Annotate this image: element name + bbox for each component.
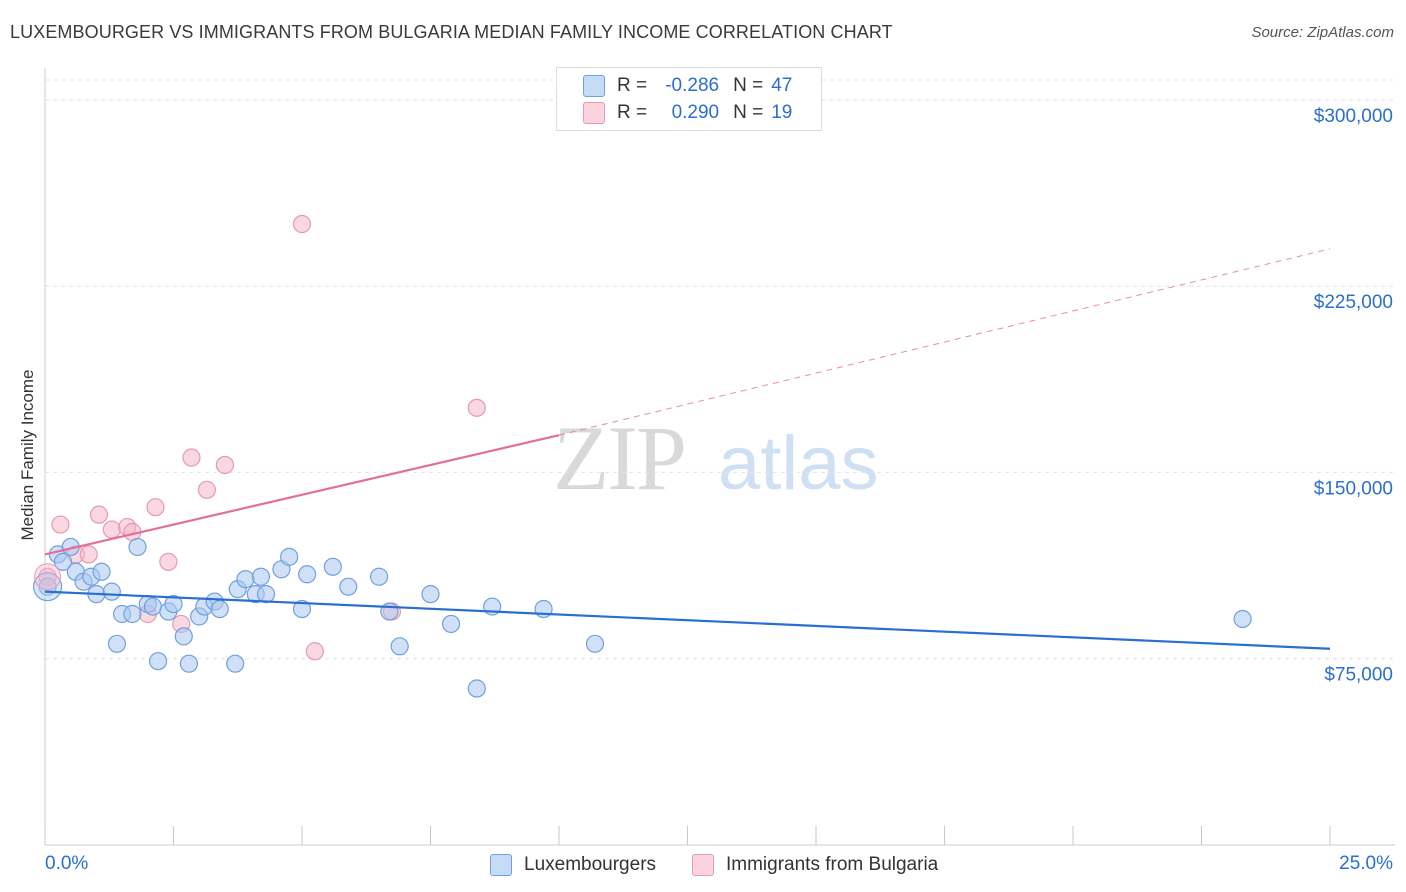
source-label: Source: ZipAtlas.com [1251,24,1394,41]
luxembourger-point [280,547,299,566]
bulgaria-point-large [34,563,62,591]
bulgaria-point [215,455,234,475]
watermark-atlas: atlas [718,421,879,506]
bulgaria-point [159,552,178,571]
y-tick-label: $75,000 [1324,665,1393,686]
luxembourger-point [107,634,127,653]
chart-title: LUXEMBOURGER VS IMMIGRANTS FROM BULGARIA… [10,22,893,42]
legend-r-label: R = [617,102,648,123]
legend-r-value: 0.290 [671,102,720,123]
x-tick-label: 0.0% [45,853,88,874]
luxembourger-point [339,577,358,596]
luxembourger-point [467,679,486,698]
bottom-legend-bulgaria: Immigrants from Bulgaria [692,852,938,878]
luxembourger-point [210,599,229,619]
legend-n-label: N = [733,75,764,96]
legend-n-value: 19 [771,102,793,123]
legend-row-bulgaria: R = 0.290 N = 19 [583,101,792,125]
luxembourger-point [292,599,312,619]
luxembourger-point [174,627,193,646]
luxembourger-point [143,597,163,616]
luxembourger-point-large [32,572,63,602]
legend-swatch-blue [583,75,605,97]
luxembourger-point [1233,609,1252,629]
luxembourger-point [123,604,142,624]
bulgaria-point [102,520,121,539]
bottom-legend-swatch-blue [490,854,512,876]
bulgaria-point [146,498,165,517]
bulgaria-point [89,505,109,524]
luxembourger-point [380,602,399,621]
y-tick-label: $150,000 [1314,478,1393,499]
luxembourger-point [53,552,73,571]
bulgaria-point [51,515,70,534]
watermark-zip: ZIP [553,407,687,509]
bulgaria-point [197,480,217,499]
luxembourger-point [441,614,461,634]
luxembourger-point [128,537,147,557]
luxembourger-point [298,565,317,584]
bulgaria-point [79,545,98,564]
luxembourger-point [585,634,605,653]
legend-row-luxembourgers: R = -0.286 N = 47 [583,74,792,98]
luxembourger-point [256,585,276,604]
luxembourger-point [102,582,121,601]
bottom-legend-swatch-pink [692,854,714,876]
bulgaria-point [182,448,201,467]
legend-r-label: R = [617,75,648,96]
luxembourger-trend-line [44,590,1331,650]
legend-r-value: -0.286 [665,75,720,96]
luxembourger-point [390,637,409,656]
y-tick-label: $300,000 [1314,106,1393,127]
legend-n-label: N = [733,102,764,123]
legend-swatch-pink [583,102,605,124]
bulgaria-point [292,214,312,234]
y-tick-label: $225,000 [1314,292,1393,313]
luxembourger-point [179,654,199,673]
luxembourger-point [251,567,270,586]
legend: R = -0.286 N = 47 R = 0.290 N = 19 [556,67,822,131]
bottom-legend-luxembourgers: Luxembourgers [490,852,656,878]
bulgaria-point [467,398,486,417]
bottom-legend-label: Luxembourgers [524,854,657,875]
luxembourger-point [421,585,440,604]
bulgaria-trend-line [44,434,560,556]
bottom-legend-label: Immigrants from Bulgaria [726,854,939,875]
luxembourger-point [370,567,389,586]
bulgaria-point [305,642,324,661]
bulgaria-trend-line-dashed [558,248,1331,436]
legend-n-value: 47 [771,75,793,96]
luxembourger-point [226,654,245,673]
x-tick-label: 25.0% [1339,853,1393,874]
luxembourger-point [323,557,342,576]
luxembourger-point [236,570,255,589]
luxembourger-point [164,594,183,614]
luxembourger-point [148,652,168,671]
luxembourger-point [92,562,111,581]
